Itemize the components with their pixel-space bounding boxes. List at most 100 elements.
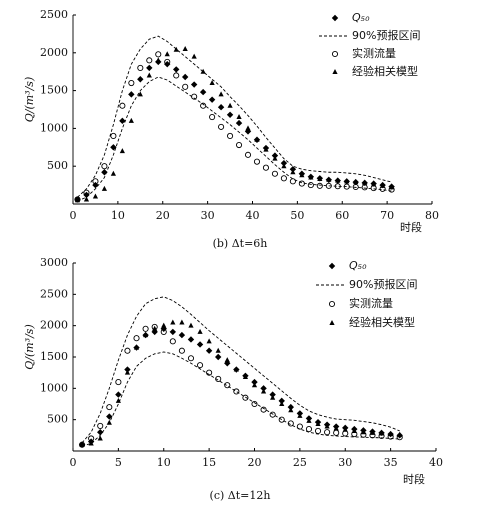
data-point: [287, 403, 294, 411]
legend-label: 经验相关模型: [352, 64, 418, 78]
data-point: [101, 185, 108, 191]
interval-upper: [77, 35, 392, 198]
data-point: [179, 319, 185, 325]
data-point: [242, 394, 249, 401]
data-point: [242, 374, 249, 380]
caption: (c) Δt=12h: [210, 489, 271, 502]
data-point: [326, 176, 332, 182]
x-tick-label: 50: [290, 209, 304, 222]
data-point: [290, 169, 296, 175]
data-point: [137, 64, 144, 71]
data-point: [106, 404, 113, 411]
x-tick-label: 35: [384, 456, 398, 469]
data-point: [288, 407, 294, 413]
data-point: [272, 155, 278, 161]
interval-lower: [81, 351, 400, 447]
data-point: [215, 353, 222, 361]
data-point: [101, 169, 108, 176]
data-point: [119, 148, 125, 154]
data-point: [269, 411, 276, 418]
legend-label: 实测流量: [349, 296, 393, 310]
data-point: [352, 183, 359, 191]
data-point: [280, 159, 288, 167]
x-tick-label: 20: [248, 456, 262, 469]
data-point: [227, 132, 234, 140]
x-tick-label: 70: [380, 209, 394, 222]
data-point: [128, 117, 134, 123]
data-point: [97, 429, 104, 436]
data-point: [161, 322, 167, 328]
data-point: [362, 179, 368, 185]
y-axis-label: Q/(m³/s): [23, 324, 36, 370]
legend-label: Q₅₀: [349, 259, 367, 272]
data-point: [88, 440, 94, 446]
data-point: [369, 429, 376, 435]
x-tick-label: 20: [156, 209, 170, 222]
data-point: [83, 196, 90, 202]
y-tick-label: 1500: [40, 84, 68, 97]
interval-upper: [81, 296, 400, 444]
data-point: [191, 53, 197, 59]
data-point: [206, 369, 213, 376]
data-point: [92, 193, 99, 199]
data-point: [279, 401, 285, 406]
data-point: [124, 347, 131, 354]
legend-marker: [332, 69, 338, 74]
data-point: [196, 341, 204, 348]
data-point: [260, 388, 267, 394]
data-point: [254, 136, 260, 142]
data-point: [146, 72, 152, 78]
data-point: [296, 423, 303, 430]
data-point: [335, 177, 341, 183]
data-point: [245, 125, 251, 131]
x-tick-label: 40: [246, 209, 260, 222]
data-point: [289, 178, 296, 185]
data-point: [233, 388, 240, 395]
data-point: [235, 141, 243, 149]
data-point: [278, 416, 285, 423]
data-point: [236, 114, 242, 120]
y-tick-label: 2000: [40, 319, 68, 332]
data-point: [199, 88, 207, 96]
data-point: [235, 119, 243, 127]
data-point: [215, 347, 221, 353]
y-tick-label: 1000: [40, 121, 68, 134]
data-point: [388, 431, 394, 437]
data-point: [119, 117, 126, 125]
x-axis-label: 时段: [400, 220, 422, 234]
y-tick-label: 2500: [40, 8, 68, 21]
data-point: [260, 406, 267, 413]
x-tick-label: 10: [111, 209, 125, 222]
data-point: [74, 197, 81, 203]
data-point: [188, 322, 194, 328]
data-point: [164, 51, 170, 57]
data-point: [110, 132, 117, 140]
data-point: [197, 328, 203, 334]
data-point: [371, 181, 377, 187]
data-point: [128, 91, 135, 98]
data-point: [217, 104, 225, 111]
x-tick-label: 40: [429, 456, 443, 469]
data-point: [187, 336, 195, 343]
data-point: [218, 91, 224, 97]
data-point: [251, 400, 258, 408]
data-point: [280, 175, 287, 182]
data-point: [269, 391, 276, 398]
data-point: [115, 379, 122, 386]
y-tick-label: 2000: [40, 46, 68, 59]
data-point: [200, 68, 206, 74]
data-point: [205, 347, 213, 354]
data-point: [137, 91, 143, 97]
data-point: [101, 163, 108, 170]
data-point: [124, 366, 131, 373]
x-tick-label: 60: [335, 209, 349, 222]
x-tick-label: 5: [115, 456, 122, 469]
data-point: [263, 146, 269, 152]
data-point: [397, 431, 403, 437]
data-point: [380, 182, 386, 188]
data-point: [152, 325, 158, 331]
data-point: [244, 151, 252, 158]
x-axis-label: 时段: [403, 472, 425, 486]
data-point: [307, 182, 314, 189]
data-point: [215, 375, 222, 382]
